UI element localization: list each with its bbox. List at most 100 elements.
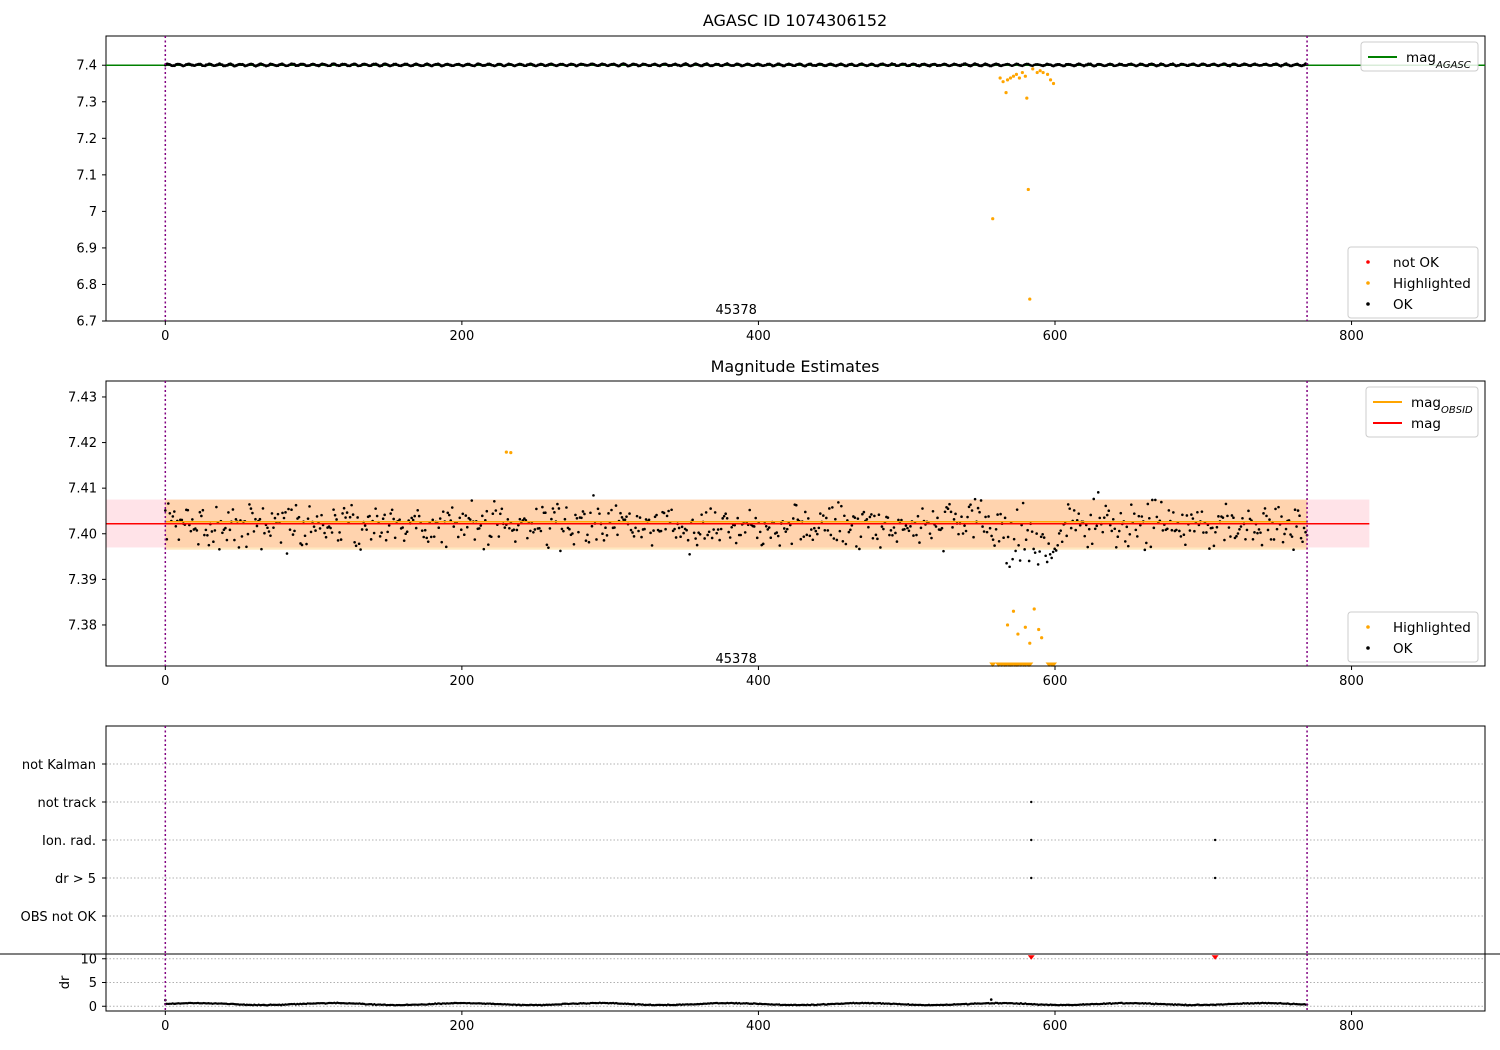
ok-point <box>979 499 983 502</box>
ok-point <box>957 532 960 536</box>
ok-point <box>1054 549 1058 552</box>
x-tick-label: 600 <box>1043 329 1068 344</box>
ok-point <box>485 509 489 513</box>
ok-point <box>1224 502 1228 506</box>
ok-point <box>629 528 633 532</box>
ok-point <box>1143 548 1147 552</box>
ok-point <box>417 514 421 518</box>
ok-point <box>456 535 460 539</box>
ok-point <box>916 514 920 518</box>
ok-point <box>1045 560 1049 564</box>
ok-point <box>967 505 971 509</box>
ok-point <box>1136 535 1139 538</box>
highlighted-point <box>1041 70 1045 75</box>
x-tick-label: 0 <box>161 1019 169 1034</box>
ok-point <box>339 538 343 541</box>
ok-point <box>637 529 640 533</box>
ok-point <box>625 515 628 518</box>
ok-point <box>269 534 272 537</box>
ok-point <box>1251 537 1255 541</box>
ok-point <box>1065 534 1068 538</box>
ok-point <box>1123 540 1127 543</box>
ok-point <box>383 513 386 517</box>
legend-swatch <box>1366 260 1370 264</box>
ok-point <box>1126 544 1130 548</box>
ok-point <box>1056 543 1059 547</box>
ok-point <box>895 540 899 543</box>
ok-point <box>931 509 935 513</box>
ok-point <box>547 546 550 549</box>
ok-point <box>1051 550 1055 554</box>
y-tick-label: 7.39 <box>68 573 97 588</box>
ok-point <box>605 534 609 537</box>
ok-point <box>393 536 397 540</box>
ok-point <box>776 534 780 538</box>
legend-label: not OK <box>1393 255 1440 271</box>
ok-point <box>360 528 364 531</box>
ok-point <box>841 539 845 543</box>
ok-point <box>500 507 504 511</box>
ok-point <box>844 542 848 546</box>
ok-point <box>1238 527 1241 531</box>
ok-point <box>523 517 526 520</box>
ok-point <box>1146 502 1150 506</box>
ok-point <box>819 512 822 515</box>
highlighted-point <box>1026 187 1030 192</box>
ok-point <box>1298 514 1301 518</box>
ok-point <box>174 524 178 528</box>
ok-point <box>189 529 193 533</box>
flag-point <box>1030 800 1033 804</box>
ok-point <box>1116 535 1120 539</box>
flag-category-label: OBS not OK <box>21 910 97 925</box>
ok-point <box>706 533 709 537</box>
ok-point <box>984 515 987 519</box>
ok-point <box>1239 525 1243 528</box>
ok-point <box>782 527 786 530</box>
y-tick-label: 6.8 <box>76 278 97 293</box>
ok-point <box>810 528 813 531</box>
ok-point <box>1044 554 1047 558</box>
highlighted-point <box>1032 607 1036 611</box>
ok-point <box>587 540 591 544</box>
highlighted-point <box>1017 76 1022 80</box>
ok-point <box>213 529 217 532</box>
ok-point <box>886 516 890 519</box>
ok-point <box>1154 498 1157 502</box>
ok-point <box>1083 534 1087 538</box>
ok-point <box>1057 532 1061 535</box>
highlighted-point <box>1020 70 1024 75</box>
ok-point <box>1266 528 1270 532</box>
ok-point <box>1006 535 1010 539</box>
ok-point <box>1256 531 1259 535</box>
ok-point <box>338 531 341 534</box>
ok-point <box>650 544 654 547</box>
highlighted-point <box>1037 627 1041 632</box>
ok-point <box>363 524 367 527</box>
ok-point <box>356 516 359 519</box>
ok-point <box>761 542 765 546</box>
ok-point <box>441 510 445 513</box>
ok-point <box>1211 526 1214 530</box>
ok-point <box>1202 531 1205 534</box>
ok-point <box>1196 510 1199 514</box>
y-tick-label: 7.3 <box>76 95 97 110</box>
axes-frame <box>105 380 1486 667</box>
panel-dr: 0 200 400 600 800 0 5 10 dr <box>0 952 1500 1034</box>
ok-point <box>610 508 613 512</box>
dr-spike-point <box>989 998 993 1001</box>
ok-point <box>1012 537 1016 541</box>
ok-point <box>981 525 984 528</box>
ok-point <box>1102 516 1106 519</box>
ok-point <box>873 514 876 518</box>
y-tick-label: 0 <box>89 1000 97 1015</box>
ok-point <box>939 528 942 532</box>
ok-point <box>1125 525 1129 529</box>
ok-point <box>336 539 340 542</box>
ok-point <box>392 517 395 521</box>
ok-point <box>906 526 909 530</box>
ok-point <box>1041 532 1044 536</box>
y-tick-label: 7.41 <box>68 482 97 497</box>
x-tick-label: 800 <box>1339 1019 1364 1034</box>
ok-point <box>915 533 918 537</box>
ok-point <box>966 515 969 519</box>
